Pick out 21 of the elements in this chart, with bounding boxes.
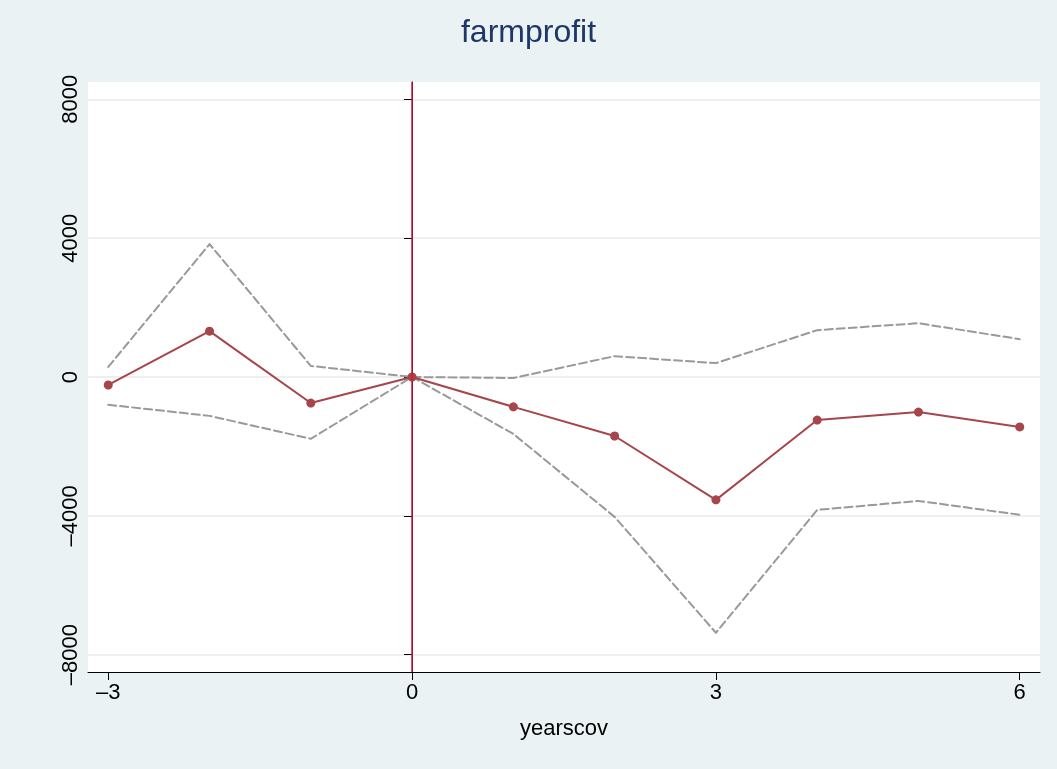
line-series <box>107 243 1021 380</box>
point <box>812 415 822 425</box>
y-tick-label: –8000 <box>56 624 82 686</box>
chart-title: farmprofit <box>460 13 597 49</box>
point <box>610 431 620 441</box>
y-tick-label: –4000 <box>56 485 82 547</box>
point <box>1015 422 1025 432</box>
x-tick-label: 3 <box>709 678 723 704</box>
y-tick-label: 0 <box>56 370 82 384</box>
point <box>508 402 518 412</box>
x-axis-title: yearscov <box>519 714 609 740</box>
y-tick-label: 4000 <box>56 213 82 263</box>
x-tick-label: –3 <box>96 678 121 704</box>
point <box>711 495 721 505</box>
y-tick-label: 8000 <box>56 74 82 124</box>
x-tick-label: 6 <box>1013 678 1026 704</box>
x-tick-label: 0 <box>405 678 419 704</box>
point <box>103 380 113 390</box>
point <box>306 398 316 408</box>
point <box>205 326 215 336</box>
point <box>913 407 923 417</box>
